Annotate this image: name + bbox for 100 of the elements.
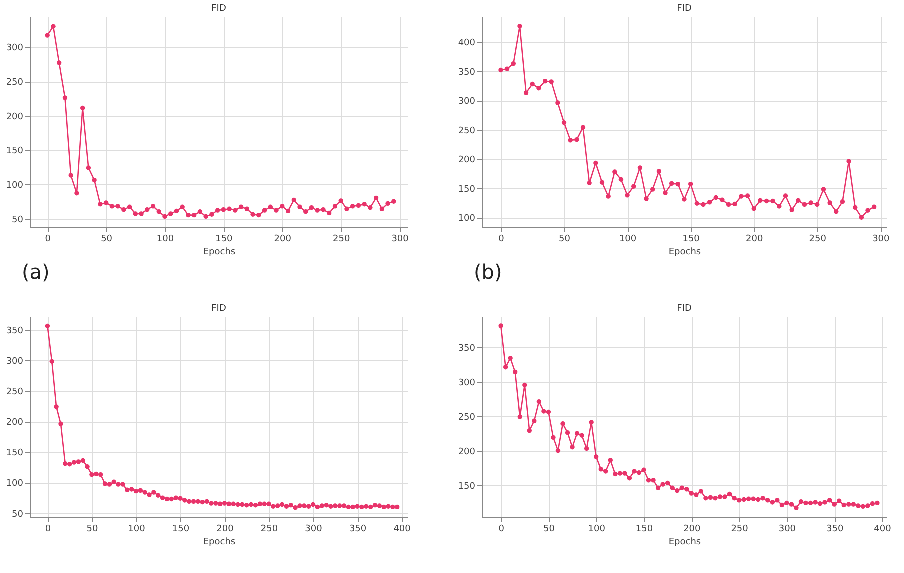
point [498, 68, 504, 73]
point [238, 204, 244, 210]
y-tick-label: 300 [458, 97, 476, 108]
y-tick-label: 250 [458, 412, 476, 423]
point [392, 199, 396, 204]
y-tick-label: 300 [6, 44, 24, 54]
point [587, 180, 592, 186]
chart-title: FID [212, 4, 226, 14]
point [606, 194, 611, 199]
point [298, 204, 302, 210]
point [321, 208, 326, 212]
point [574, 138, 580, 142]
x-tick-label: 200 [274, 234, 292, 244]
x-tick-label: 250 [809, 234, 827, 244]
point [86, 166, 92, 170]
y-tick-label: 150 [6, 448, 24, 459]
point [315, 208, 320, 213]
point [215, 208, 220, 213]
y-tick-label: 250 [6, 78, 24, 88]
point [280, 204, 285, 209]
point [286, 208, 291, 214]
point [156, 210, 162, 214]
point [562, 120, 567, 126]
text: (a) [22, 260, 51, 284]
point [638, 166, 643, 170]
point [682, 197, 687, 202]
x-tick-label: 300 [872, 234, 890, 244]
point [612, 170, 618, 174]
x-tick-label: 400 [394, 524, 412, 534]
point [250, 212, 256, 217]
point [663, 190, 668, 196]
point [688, 182, 694, 187]
x-tick-label: 0 [498, 234, 505, 244]
point [511, 61, 516, 66]
point [632, 184, 636, 189]
point [192, 212, 197, 218]
y-tick-label: 400 [458, 38, 476, 49]
point [656, 169, 662, 174]
point [309, 205, 314, 210]
x-tick-label: 100 [588, 524, 606, 534]
point [580, 125, 586, 130]
y-tick-label: 150 [458, 482, 476, 492]
point [116, 204, 120, 209]
point [68, 173, 74, 178]
x-axis-title: Epochs [203, 248, 236, 258]
x-axis-title: Epochs [668, 538, 702, 548]
point [866, 208, 870, 213]
x-tick-label: 100 [156, 234, 174, 244]
chart-title: FID [677, 304, 692, 314]
y-tick-label: 150 [6, 146, 24, 157]
point [168, 212, 174, 216]
point [783, 194, 788, 198]
x-tick-label: 150 [216, 234, 234, 244]
point [62, 96, 68, 100]
x-tick-label: 200 [746, 234, 764, 244]
point [770, 198, 776, 204]
point [233, 208, 238, 213]
point [530, 82, 535, 87]
point [556, 100, 560, 106]
y-tick-label: 200 [6, 418, 24, 428]
y-tick-label: 150 [458, 184, 476, 195]
point [840, 200, 846, 204]
point [368, 205, 373, 210]
point [332, 204, 338, 209]
y-tick-label: 50 [12, 215, 24, 226]
x-tick-label: 50 [559, 234, 571, 244]
point [244, 206, 250, 212]
y-tick-label: 100 [458, 214, 476, 224]
x-tick-label: 200 [216, 524, 234, 534]
point [828, 200, 832, 206]
point [350, 204, 356, 209]
x-axis-title: Epochs [203, 538, 236, 548]
text: (b) [474, 260, 504, 284]
point [57, 60, 62, 66]
y-tick-label: 300 [458, 378, 476, 388]
point [872, 204, 877, 210]
point [122, 208, 126, 212]
point [150, 204, 156, 209]
x-tick-label: 400 [874, 524, 892, 534]
point [846, 159, 852, 164]
point [186, 212, 191, 218]
point [644, 196, 649, 202]
point [92, 178, 97, 183]
x-tick-label: 150 [682, 234, 700, 244]
point [694, 201, 700, 206]
point [104, 200, 109, 206]
point [676, 182, 681, 187]
point [45, 33, 50, 38]
y-tick-label: 350 [6, 326, 24, 336]
x-tick-label: 250 [332, 234, 350, 244]
point [732, 202, 738, 207]
point [707, 200, 712, 205]
x-tick-label: 150 [636, 524, 654, 534]
point [327, 210, 332, 216]
x-tick-label: 250 [731, 524, 749, 534]
x-tick-label: 200 [684, 524, 702, 534]
point [221, 208, 226, 212]
point [764, 198, 770, 204]
point [145, 208, 150, 212]
point [600, 180, 605, 185]
